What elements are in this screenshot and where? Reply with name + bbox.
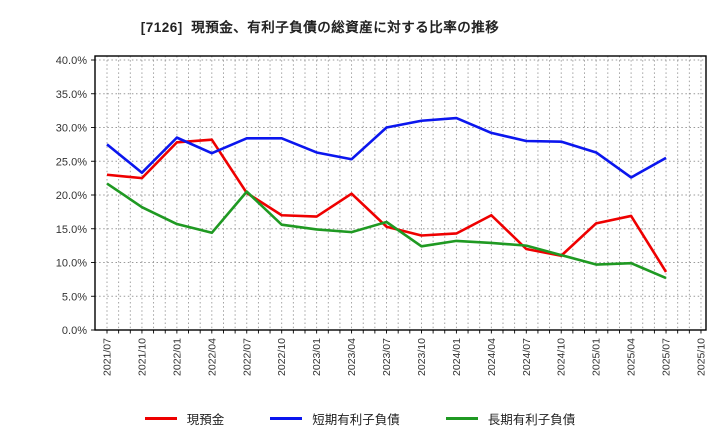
x-tick-label: 2024/07: [521, 338, 533, 376]
chart-title: [7126] 現預金、有利子負債の総資産に対する比率の推移: [140, 20, 500, 35]
series-line-1: [106, 116, 667, 179]
x-tick-label: 2022/07: [241, 338, 253, 376]
y-tick-label: 10.0%: [56, 258, 87, 270]
series-line-2: [106, 182, 667, 280]
x-tick-label: 2025/04: [626, 338, 638, 376]
plot-border: [94, 55, 707, 331]
x-tick-label: 2025/07: [661, 338, 673, 376]
y-tick-label: 30.0%: [56, 123, 87, 135]
x-tick-label: 2023/01: [311, 338, 323, 376]
x-tick-label: 2024/04: [486, 338, 498, 376]
chart-legend: 現預金 短期有利子負債 長期有利子負債: [0, 406, 720, 430]
x-tick-label: 2023/07: [381, 338, 393, 376]
legend-label-short-term-debt: 短期有利子負債: [312, 412, 400, 427]
x-tick-label: 2024/10: [556, 338, 568, 376]
legend-swatch-long-term-debt: [445, 416, 478, 420]
x-tick-label: 2021/10: [136, 338, 148, 376]
x-tick-label: 2025/01: [591, 338, 603, 376]
x-tick-label: 2023/10: [416, 338, 428, 376]
y-tick-label: 25.0%: [56, 156, 87, 168]
x-tick-label: 2022/10: [276, 338, 288, 376]
legend-item-cash: 現預金: [144, 409, 225, 428]
x-tick-label: 2022/04: [206, 338, 218, 376]
x-tick-label: 2025/10: [695, 338, 707, 376]
x-tick-label: 2021/07: [102, 338, 114, 376]
y-tick-label: 20.0%: [56, 190, 87, 202]
legend-swatch-short-term-debt: [270, 416, 303, 420]
legend-item-long-term-debt: 長期有利子負債: [445, 409, 576, 428]
series-line-0: [106, 138, 668, 273]
legend-label-long-term-debt: 長期有利子負債: [487, 412, 576, 427]
y-tick-label: 5.0%: [62, 291, 87, 303]
legend-swatch-cash: [144, 416, 177, 420]
x-tick-label: 2022/01: [171, 338, 183, 376]
x-tick-label: 2024/01: [451, 338, 463, 376]
y-tick-label: 15.0%: [56, 224, 87, 236]
x-tick-label: 2023/04: [346, 338, 358, 376]
legend-item-short-term-debt: 短期有利子負債: [270, 409, 400, 428]
y-tick-label: 0.0%: [62, 325, 87, 337]
y-tick-label: 40.0%: [56, 55, 87, 67]
legend-label-cash: 現預金: [186, 412, 225, 427]
y-tick-label: 35.0%: [56, 89, 87, 101]
